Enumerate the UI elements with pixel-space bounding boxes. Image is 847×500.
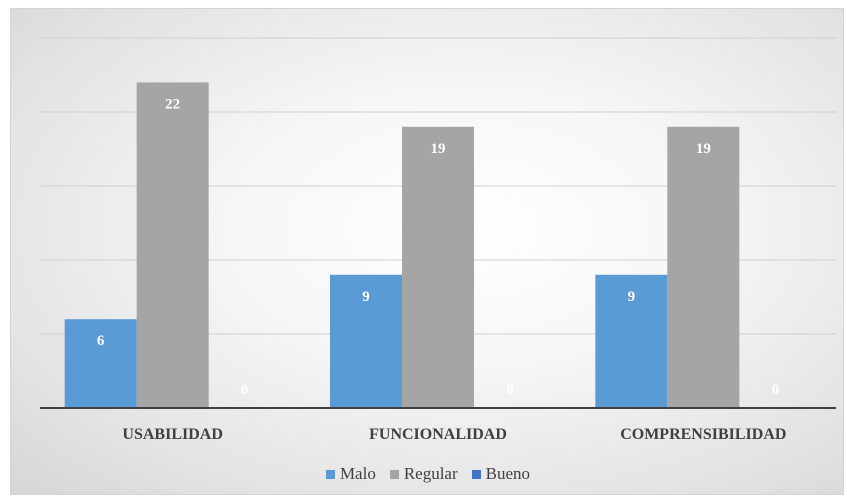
bar-malo-usabilidad	[64, 319, 137, 408]
legend-label: Bueno	[485, 464, 531, 483]
data-label: 22	[165, 96, 180, 112]
data-label: 19	[696, 141, 711, 157]
category-label: COMPRENSIBILIDAD	[620, 426, 786, 443]
data-label: 0	[241, 382, 249, 398]
chart-area: 6 22 0 USABILIDAD 9 19 0 FUNCIONALIDAD 9 19 0 COMPR…	[10, 8, 844, 495]
bar-regular-funcionalidad	[402, 126, 474, 409]
legend-swatch	[471, 469, 481, 479]
bar-regular-usabilidad	[136, 82, 209, 409]
data-label: 19	[431, 141, 446, 157]
legend-swatch	[389, 469, 399, 479]
legend-item-malo: Malo	[325, 464, 376, 484]
legend-item-regular: Regular	[389, 464, 458, 484]
data-label: 0	[506, 382, 514, 398]
legend-label: Malo	[339, 464, 376, 483]
bar-malo-funcionalidad	[330, 274, 402, 408]
category-label: FUNCIONALIDAD	[369, 426, 507, 443]
data-label: 9	[362, 289, 370, 305]
legend-swatch	[325, 469, 335, 479]
data-label: 9	[628, 289, 636, 305]
bar-malo-comprensibilidad	[595, 274, 668, 408]
bar-chart: 6 22 0 USABILIDAD 9 19 0 FUNCIONALIDAD 9 19 0 COMPR…	[40, 37, 836, 443]
data-label: 6	[97, 333, 105, 349]
legend: Malo Regular Bueno	[11, 464, 845, 484]
category-label: USABILIDAD	[122, 426, 222, 443]
bar-regular-comprensibilidad	[667, 126, 740, 409]
data-label: 0	[772, 382, 780, 398]
legend-label: Regular	[403, 464, 458, 483]
legend-item-bueno: Bueno	[471, 464, 531, 484]
